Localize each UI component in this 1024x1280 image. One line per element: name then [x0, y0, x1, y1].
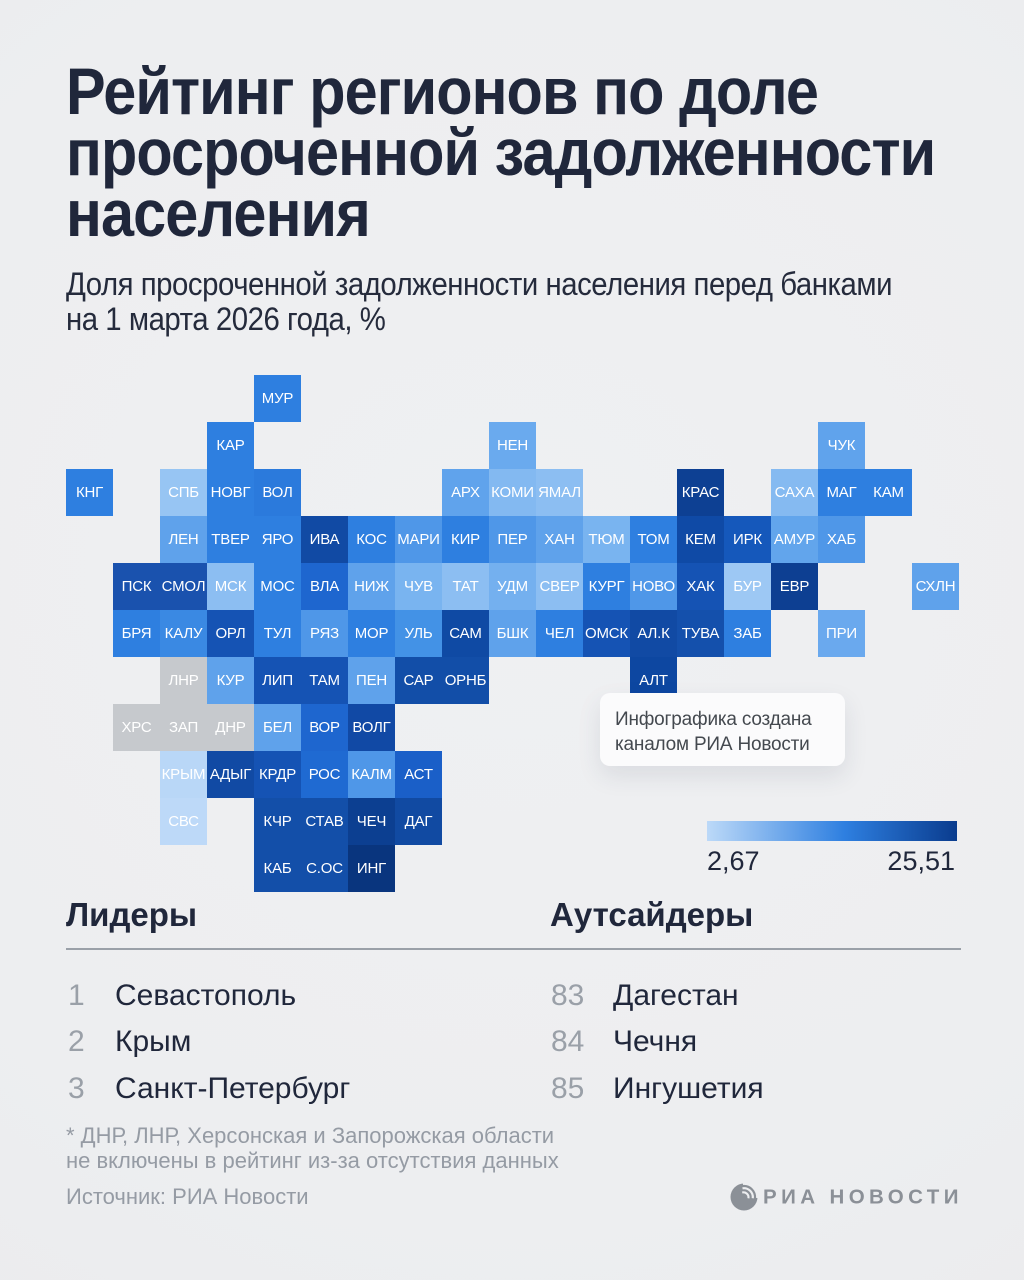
svg-text:РИА НОВОСТИ: РИА НОВОСТИ [763, 1186, 960, 1209]
